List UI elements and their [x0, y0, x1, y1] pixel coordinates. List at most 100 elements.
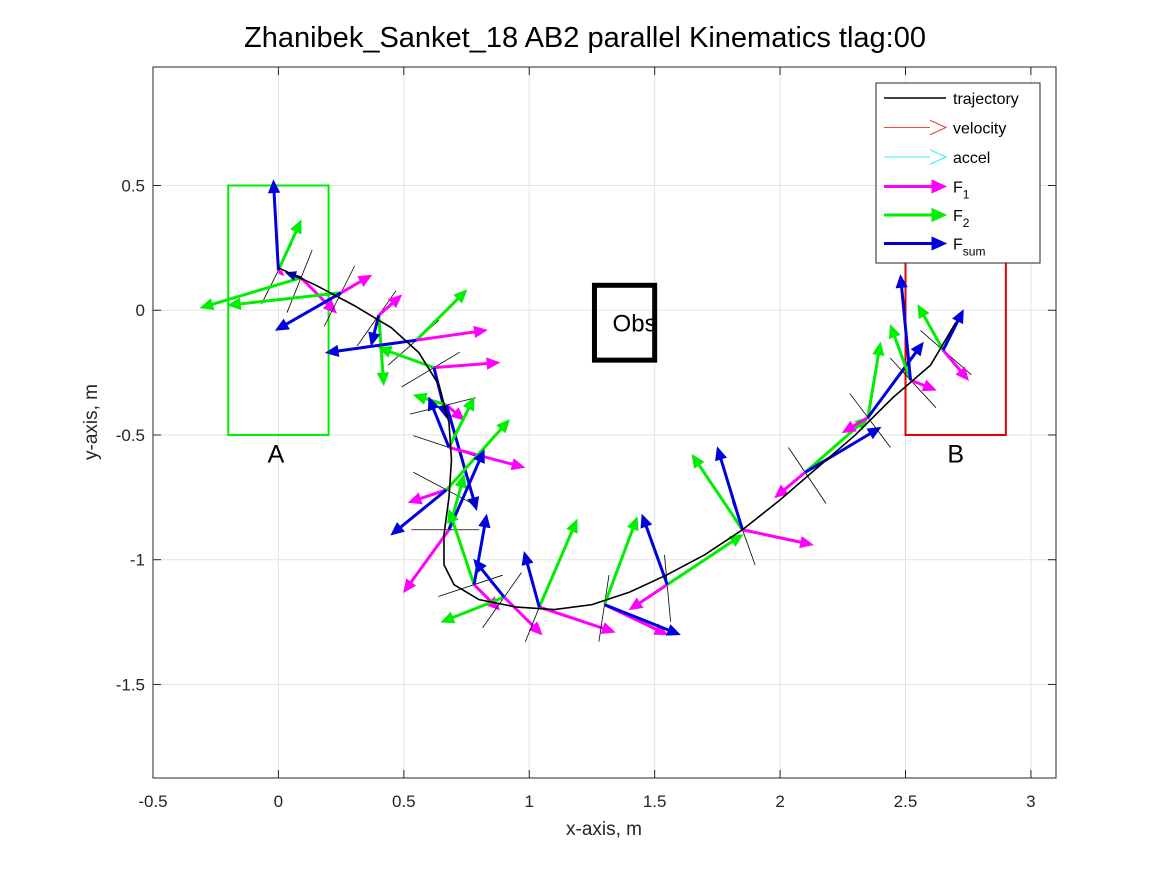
orientation-line	[409, 397, 476, 415]
f1-arrow-head	[450, 407, 465, 421]
fsum-arrow	[715, 446, 744, 531]
fsum-arrow-shaft	[941, 320, 960, 351]
f1-arrow-head	[799, 536, 814, 549]
f1-arrow-shaft	[783, 471, 807, 491]
region-a-label: A	[268, 440, 285, 468]
f2-arrow-shaft	[277, 230, 298, 271]
x-tick-label: 1.5	[643, 792, 667, 811]
f1-arrow-head	[510, 458, 526, 471]
legend-trajectory-label: trajectory	[953, 91, 1019, 108]
f1-arrow-shaft	[409, 528, 451, 584]
fsum-arrow-head	[473, 448, 485, 464]
orientation-line	[482, 572, 522, 629]
y-tick-label: -0.5	[116, 426, 145, 445]
f2-arrow	[866, 341, 885, 418]
f1-arrow-shaft	[742, 528, 802, 544]
f2-arrow-shaft	[451, 520, 476, 586]
f2-arrow-head	[376, 372, 390, 387]
f1-arrow-head	[473, 325, 488, 339]
fsum-arrow	[603, 603, 681, 636]
f2-arrow-head	[566, 518, 578, 534]
fsum-arrow-shaft	[372, 314, 381, 334]
obstacle-box	[591, 282, 658, 363]
y-tick-label: 0.5	[121, 177, 145, 196]
fsum-arrow-head	[715, 446, 727, 462]
f2-arrow-shaft	[666, 540, 734, 586]
fsum-arrow-shaft	[480, 568, 506, 599]
f2-arrow	[888, 324, 912, 381]
x-axis-label: x-axis, m	[566, 819, 642, 840]
f2-arrow	[917, 304, 945, 351]
x-tick-label: 2	[775, 792, 784, 811]
region-b-label: B	[947, 440, 964, 468]
legend-velocity-swatch	[884, 119, 947, 136]
fsum-arrow	[368, 314, 381, 347]
f1-arrow	[403, 528, 451, 594]
legend-fsum-swatch-head	[931, 236, 948, 251]
f1-arrow-shaft	[638, 583, 669, 605]
fsum-arrow-head	[390, 522, 405, 536]
fsum-arrow-shaft	[285, 291, 342, 326]
f1-arrow-head	[403, 578, 417, 594]
f2-arrow-head	[872, 341, 885, 357]
f1-arrow	[503, 596, 543, 636]
fsum-arrow-head	[368, 331, 381, 347]
f1-arrow	[416, 325, 488, 342]
legend-fsum-swatch	[884, 236, 948, 251]
f1-arrow-head	[653, 623, 669, 636]
f1-arrow-head	[921, 379, 937, 392]
f2-arrow	[445, 419, 510, 491]
legend-f1-subscript: 1	[963, 188, 970, 202]
f2-arrow	[447, 508, 476, 586]
f2-arrow-shaft	[447, 407, 471, 449]
fsum-arrow-shaft	[432, 408, 451, 449]
f2-arrow	[537, 518, 578, 608]
f2-arrow	[666, 534, 744, 586]
y-axis-label: y-axis, m	[81, 384, 102, 460]
legend-accel-label: accel	[953, 150, 990, 167]
legend-box	[875, 82, 1041, 264]
f1-arrow	[841, 416, 869, 434]
f1-arrow	[774, 471, 807, 499]
fsum-arrow-head	[478, 513, 491, 529]
f2-arrow-shaft	[415, 297, 460, 342]
fsum-arrow-head	[467, 496, 480, 511]
trajectory-layer	[278, 267, 957, 611]
f2-arrow	[691, 453, 744, 531]
y-tick-label: 0	[136, 301, 145, 320]
fsum-arrow-shaft	[804, 432, 871, 474]
f2-arrow-head	[290, 219, 302, 235]
f1-arrow	[628, 583, 669, 611]
fsum-arrow-shaft	[719, 458, 744, 531]
f1-arrow-shaft	[473, 583, 492, 603]
fsum-arrow-head	[267, 179, 281, 194]
f1-arrow-head	[774, 484, 789, 499]
fsum-arrow	[640, 513, 669, 586]
f2-arrow-head	[227, 297, 242, 311]
f2-arrow	[415, 289, 468, 342]
f1-arrow	[742, 528, 814, 549]
fsum-arrow-head	[665, 624, 681, 636]
f1-arrow-head	[387, 294, 403, 309]
f2-arrow-head	[626, 516, 639, 532]
f2-arrow-head	[453, 289, 468, 304]
fsum-arrow-shaft	[900, 287, 913, 381]
fsum-arrow-head	[640, 513, 653, 529]
f2-arrow	[199, 276, 302, 311]
fsum-arrow	[274, 291, 342, 331]
f1-arrow	[377, 294, 403, 317]
chart-title: Zhanibek_Sanket_18 AB2 parallel Kinemati…	[244, 22, 926, 54]
f1-arrow-head	[600, 622, 616, 634]
f1-arrow-head	[528, 621, 543, 636]
f2-arrow-shaft	[893, 335, 912, 381]
fsum-arrow-head	[521, 551, 534, 566]
x-tick-label: -0.5	[138, 792, 167, 811]
x-tick-label: 1	[525, 792, 534, 811]
fsum-arrow	[472, 513, 491, 585]
legend-f1-swatch-head	[931, 179, 948, 194]
x-tick-label: 0.5	[392, 792, 416, 811]
orientation-line	[664, 554, 672, 622]
obstacle-label: Obs	[613, 311, 657, 338]
f1-arrow-shaft	[416, 330, 475, 342]
legend-accel-swatch-head	[929, 149, 947, 165]
